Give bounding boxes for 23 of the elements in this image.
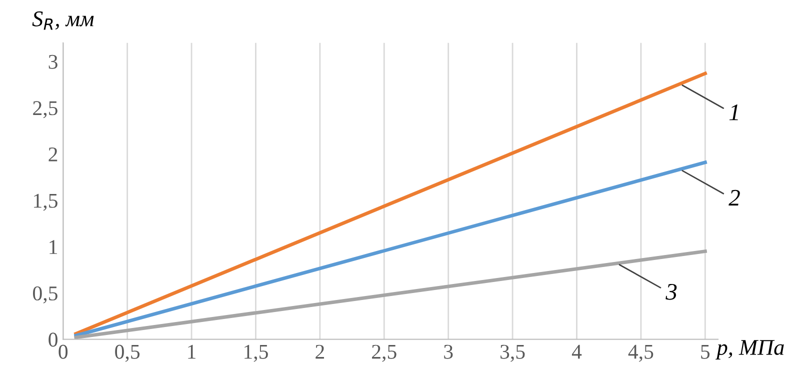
x-tick-label: 5	[701, 344, 710, 359]
x-tick-label: 1,5	[244, 344, 268, 362]
x-tick-label: 0,5	[115, 344, 140, 362]
x-tick-label: 0	[58, 344, 68, 359]
y-tick-label: 1	[50, 240, 58, 254]
y-tick-label: 2,5	[33, 101, 58, 118]
y-tick-label: 1,5	[34, 194, 58, 211]
y-tick-label: 2	[48, 147, 58, 162]
y-tick-label: 3	[48, 54, 58, 69]
y-axis-title: S$_{R}$, мм	[32, 11, 94, 30]
y-tick-label: 0,5	[33, 286, 58, 304]
y-tick-label: 0	[48, 332, 58, 347]
x-tick-label: 3	[444, 344, 453, 359]
x-tick-label: 2	[316, 344, 324, 359]
series-label: 3	[666, 284, 677, 300]
x-tick-label: 2,5	[372, 344, 396, 362]
x-tick-label: 3,5	[500, 344, 525, 362]
x-tick-label: 1	[188, 344, 196, 359]
x-axis-title: p, МПа	[715, 340, 784, 360]
series-label: 2	[728, 190, 740, 206]
x-tick-label: 4,5	[628, 344, 654, 362]
x-tick-label: 4	[572, 344, 582, 359]
series-label: 1	[729, 104, 738, 120]
